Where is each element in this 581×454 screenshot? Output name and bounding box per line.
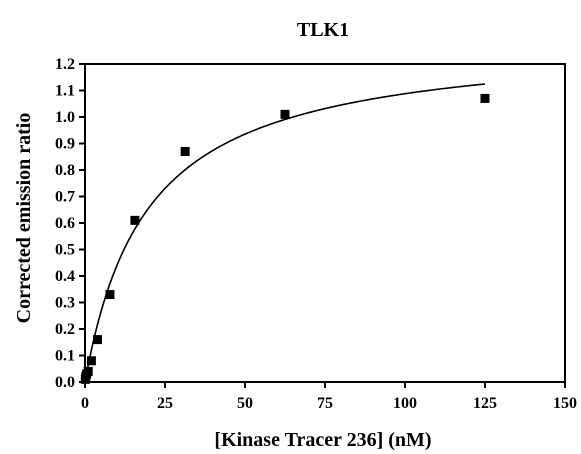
y-tick-label: 1.0: [55, 109, 75, 126]
x-axis-ticks: 0 25 50 75 100 125 150: [81, 382, 577, 412]
chart-title: TLK1: [297, 19, 349, 41]
data-point: [86, 356, 96, 366]
data-point: [480, 93, 490, 103]
data-point: [105, 290, 115, 300]
y-axis-ticks: 0.0 0.1 0.2 0.3 0.4 0.5 0.6 0.7 0.8 0.9 1.0 1.1 1.2: [55, 56, 85, 391]
data-points: [80, 93, 490, 384]
fit-curve: [84, 83, 486, 383]
y-tick-label: 1.2: [55, 56, 75, 73]
y-tick-label: 0.8: [55, 162, 75, 179]
y-tick-label: 0.3: [55, 295, 75, 312]
y-axis-label: Corrected emission ratio: [13, 113, 35, 324]
y-tick-label: 0.1: [55, 348, 75, 365]
y-tick-label: 1.1: [55, 83, 75, 100]
y-tick-label: 0.9: [55, 136, 75, 153]
data-point: [130, 215, 140, 225]
data-point: [280, 109, 290, 119]
x-tick-label: 50: [237, 395, 253, 412]
x-tick-label: 75: [317, 395, 333, 412]
x-axis-label: [Kinase Tracer 236] (nM): [214, 429, 431, 451]
data-point: [83, 366, 93, 376]
plot-frame: [84, 63, 566, 383]
y-tick-label: 0.2: [55, 321, 75, 338]
y-tick-label: 0.5: [55, 242, 75, 259]
x-tick-label: 125: [473, 395, 497, 412]
data-point: [92, 335, 102, 345]
data-point: [180, 146, 190, 156]
y-tick-label: 0.7: [55, 189, 75, 206]
y-tick-label: 0.4: [55, 268, 75, 285]
axes: [84, 63, 566, 383]
x-tick-label: 100: [393, 395, 417, 412]
x-tick-label: 0: [81, 395, 89, 412]
y-tick-label: 0.6: [55, 215, 75, 232]
y-tick-label: 0.0: [55, 374, 75, 391]
x-tick-label: 25: [157, 395, 173, 412]
x-tick-label: 150: [553, 395, 577, 412]
